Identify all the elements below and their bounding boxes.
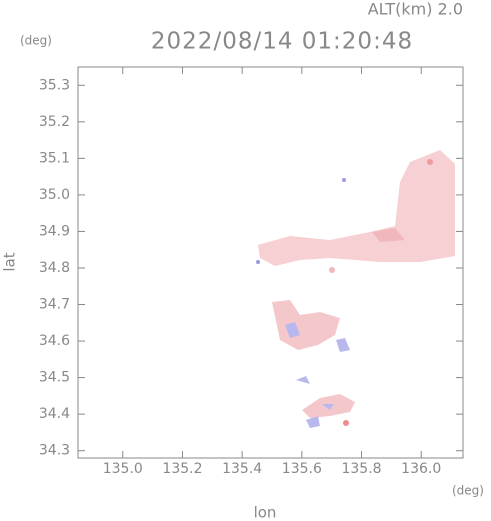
- x-tick-label: 135.0: [103, 461, 143, 477]
- echo-cell: [427, 159, 433, 165]
- x-label: lon: [254, 504, 277, 521]
- echo-cell: [256, 260, 260, 264]
- echo-region: [372, 228, 405, 242]
- echo-region: [258, 150, 455, 266]
- y-tick-label: 35.1: [39, 150, 70, 166]
- y-tick-label: 35.3: [39, 77, 70, 93]
- echo-region: [285, 322, 350, 428]
- echo-cell: [342, 178, 346, 182]
- y-tick-label: 34.8: [39, 260, 70, 276]
- x-tick-label: 135.2: [162, 461, 202, 477]
- y-label: lat: [1, 252, 19, 271]
- x-tick-label: 136.0: [401, 461, 441, 477]
- x-tick-label: 135.8: [341, 461, 381, 477]
- echo-field: [256, 150, 455, 428]
- y-unit: (deg): [20, 34, 52, 48]
- echo-cell: [329, 267, 335, 273]
- x-tick-label: 135.6: [282, 461, 322, 477]
- x-tick-label: 135.4: [222, 461, 262, 477]
- altitude-label: ALT(km) 2.0: [368, 0, 463, 19]
- y-tick-label: 34.4: [39, 406, 70, 422]
- echo-cell: [343, 420, 349, 426]
- y-tick-label: 34.3: [39, 443, 70, 459]
- y-tick-label: 34.5: [39, 370, 70, 386]
- x-unit: (deg): [452, 484, 484, 498]
- y-tick-label: 35.0: [39, 187, 70, 203]
- y-tick-label: 35.2: [39, 114, 70, 130]
- chart-title: 2022/08/14 01:20:48: [151, 29, 413, 55]
- plot-frame: [77, 66, 464, 459]
- y-tick-label: 34.7: [39, 297, 70, 313]
- y-tick-label: 34.9: [39, 223, 70, 239]
- echo-region: [272, 300, 340, 350]
- y-tick-label: 34.6: [39, 333, 70, 349]
